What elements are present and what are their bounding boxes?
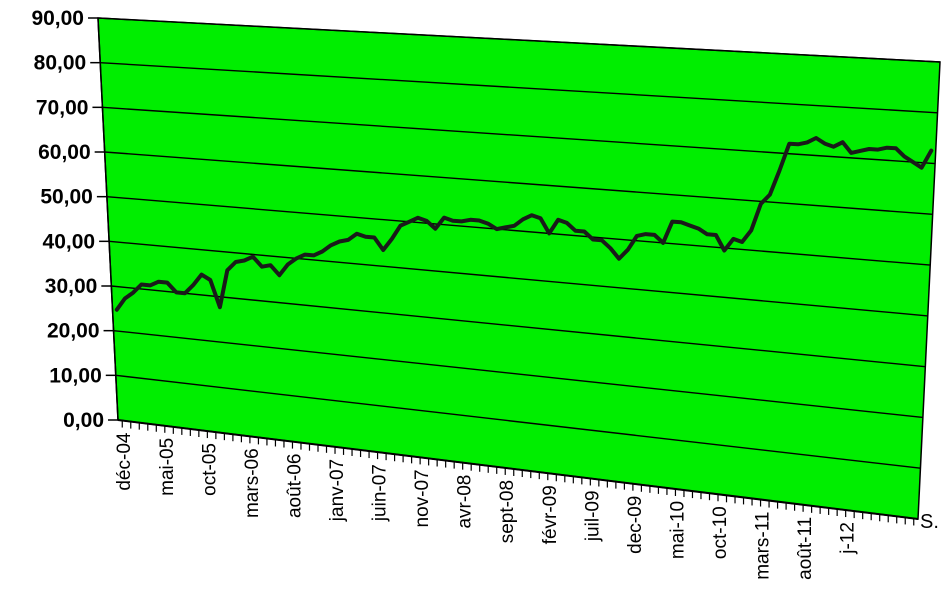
x-tick-label: déc-04 [114, 432, 135, 491]
y-tick-label: 70,00 [36, 96, 89, 119]
y-tick-label: 10,00 [49, 364, 102, 387]
y-axis-tick-labels: 0,00 10,00 20,00 30,00 40,00 50,00 60,00 70,00 8… [31, 7, 104, 432]
gridline [109, 240, 928, 317]
x-tick-label: juil-09 [582, 490, 603, 542]
x-tick-label: mai-05 [157, 438, 178, 496]
y-tick-label: 90,00 [31, 7, 84, 30]
x-tick-label: nov-07 [412, 469, 433, 527]
x-tick-label: août-11 [795, 517, 816, 580]
x-tick-label: j-12 [838, 522, 859, 555]
y-tick-label: 60,00 [38, 141, 91, 164]
x-tick-label: mars-11 [753, 512, 774, 580]
x-axis-line [117, 419, 919, 520]
y-tick-label: 50,00 [40, 186, 93, 209]
y-tick-label: 30,00 [45, 275, 98, 298]
gridline [97, 17, 941, 63]
y-tick-label: 20,00 [47, 320, 100, 343]
x-tick-label: août-06 [284, 454, 305, 518]
gridline [102, 106, 936, 165]
x-axis-minor-ticks [121, 420, 915, 526]
x-tick-label: sept-08 [497, 480, 518, 543]
x-tick-label: avr-08 [455, 475, 476, 529]
x-tick-label: févr-09 [540, 485, 561, 544]
y-tick-label: 0,00 [63, 409, 104, 432]
gridline [115, 374, 921, 469]
y-tick-label: 40,00 [43, 230, 96, 253]
gridline [100, 61, 938, 114]
series-line [114, 136, 934, 312]
x-tick-label: mars-06 [242, 448, 263, 518]
gridline [113, 329, 923, 419]
x-tick-label: oct-10 [710, 506, 731, 559]
plot-area [97, 17, 941, 520]
gridline [104, 151, 933, 216]
x-tick-label: oct-05 [199, 443, 220, 496]
x-tick-label: mai-10 [667, 501, 688, 559]
x-tick-label: dec-09 [625, 496, 646, 554]
series-label: S. [920, 511, 939, 533]
x-tick-label: janv-07 [327, 459, 348, 522]
x-axis-tick-labels: déc-04 mai-05 oct-05 mars-06 août-06 janv-07 j… [114, 432, 858, 580]
gridline [111, 285, 926, 368]
y-axis-line [97, 17, 119, 421]
x-tick-label: juin-07 [370, 464, 391, 522]
y-tick-label: 80,00 [34, 52, 87, 75]
gridline [106, 195, 931, 266]
gridlines [88, 17, 941, 520]
